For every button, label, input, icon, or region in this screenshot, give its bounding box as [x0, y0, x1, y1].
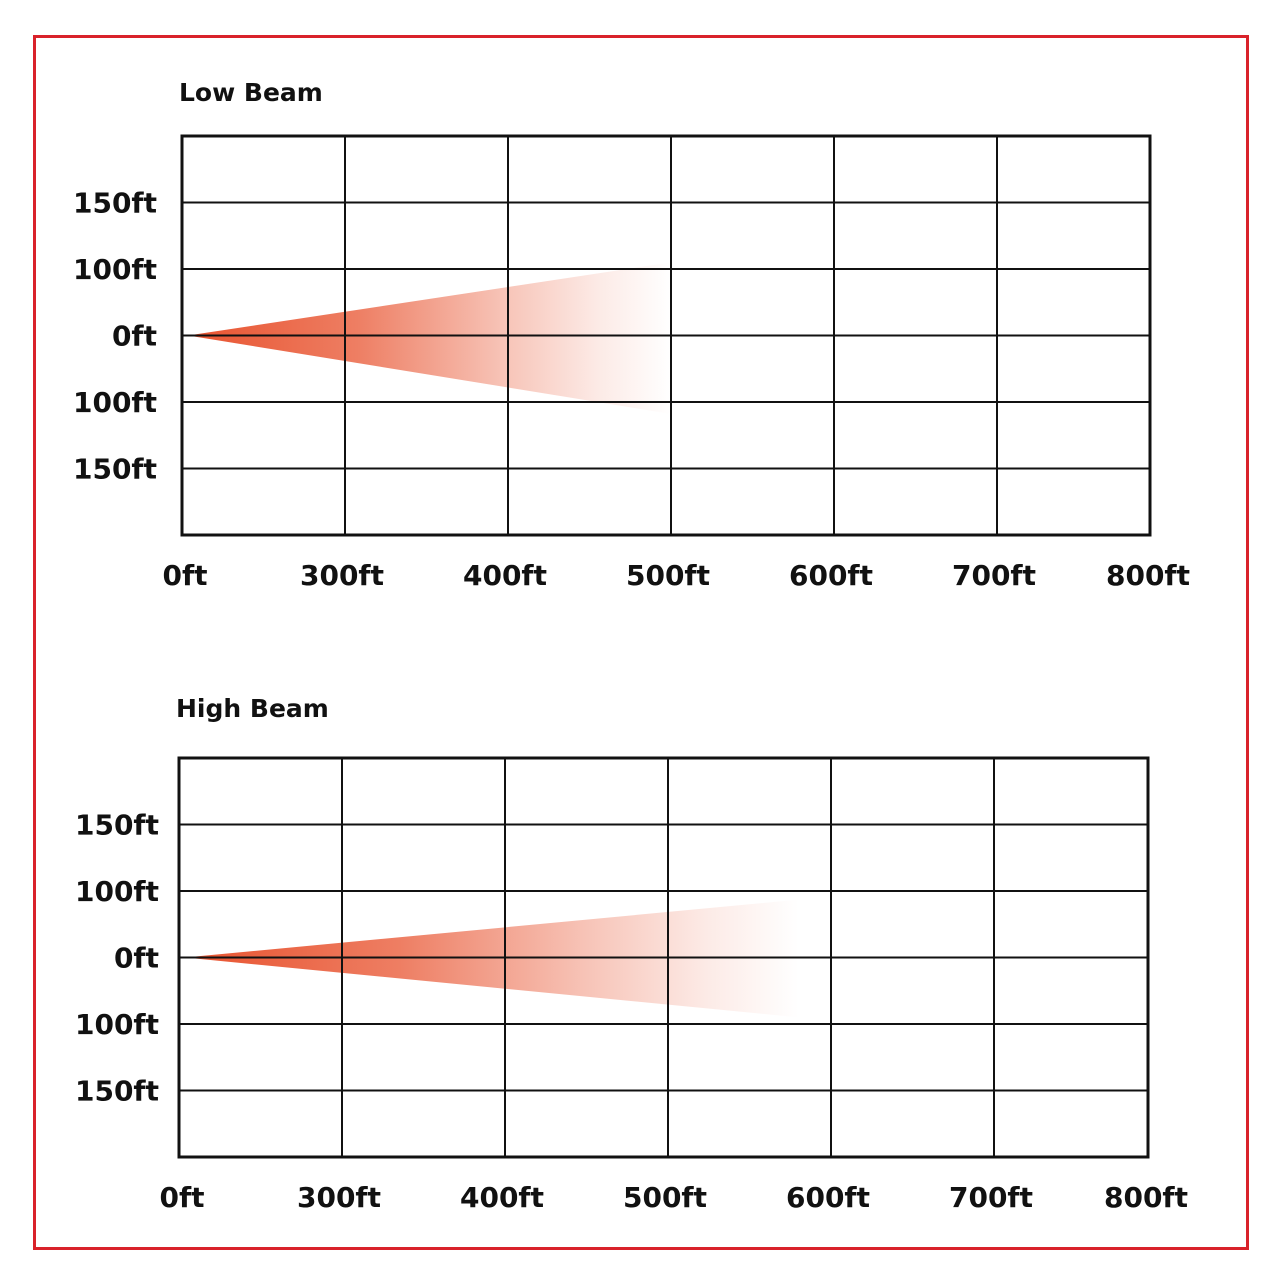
- chart-0: Low Beam 0ft 300ft 400ft 500ft 600ft 700ft 800f…: [73, 78, 1190, 592]
- plot-border: [180, 134, 1152, 537]
- x-tick-label: 800ft: [1106, 559, 1190, 592]
- y-tick-label: 0ft: [114, 942, 159, 975]
- y-tick-label: 100ft: [73, 386, 157, 419]
- x-tick-label: 300ft: [297, 1181, 381, 1214]
- x-tick-label: 400ft: [460, 1181, 544, 1214]
- x-tick-label: 700ft: [952, 559, 1036, 592]
- y-tick-label: 100ft: [73, 253, 157, 286]
- chart-title: High Beam: [176, 694, 329, 723]
- y-tick-label: 150ft: [73, 187, 157, 220]
- chart-1: High Beam 0ft 300ft 400ft 500ft 600ft 700ft 800…: [75, 694, 1188, 1214]
- x-tick-label: 600ft: [789, 559, 873, 592]
- x-tick-label: 600ft: [786, 1181, 870, 1214]
- y-tick-label: 100ft: [75, 875, 159, 908]
- x-tick-label: 800ft: [1104, 1181, 1188, 1214]
- y-tick-label: 0ft: [112, 320, 157, 353]
- chart-title: Low Beam: [179, 78, 323, 107]
- beam-pattern: [188, 262, 671, 414]
- x-tick-label: 300ft: [300, 559, 384, 592]
- x-tick-label: 0ft: [162, 559, 207, 592]
- y-tick-label: 100ft: [75, 1008, 159, 1041]
- x-tick-label: 500ft: [626, 559, 710, 592]
- y-tick-label: 150ft: [73, 453, 157, 486]
- outer-frame: [33, 35, 1249, 1250]
- x-tick-label: 700ft: [949, 1181, 1033, 1214]
- plot-border: [177, 756, 1150, 1159]
- y-tick-label: 150ft: [75, 1075, 159, 1108]
- x-tick-label: 500ft: [623, 1181, 707, 1214]
- y-tick-label: 150ft: [75, 809, 159, 842]
- x-tick-label: 400ft: [463, 559, 547, 592]
- x-tick-label: 0ft: [159, 1181, 204, 1214]
